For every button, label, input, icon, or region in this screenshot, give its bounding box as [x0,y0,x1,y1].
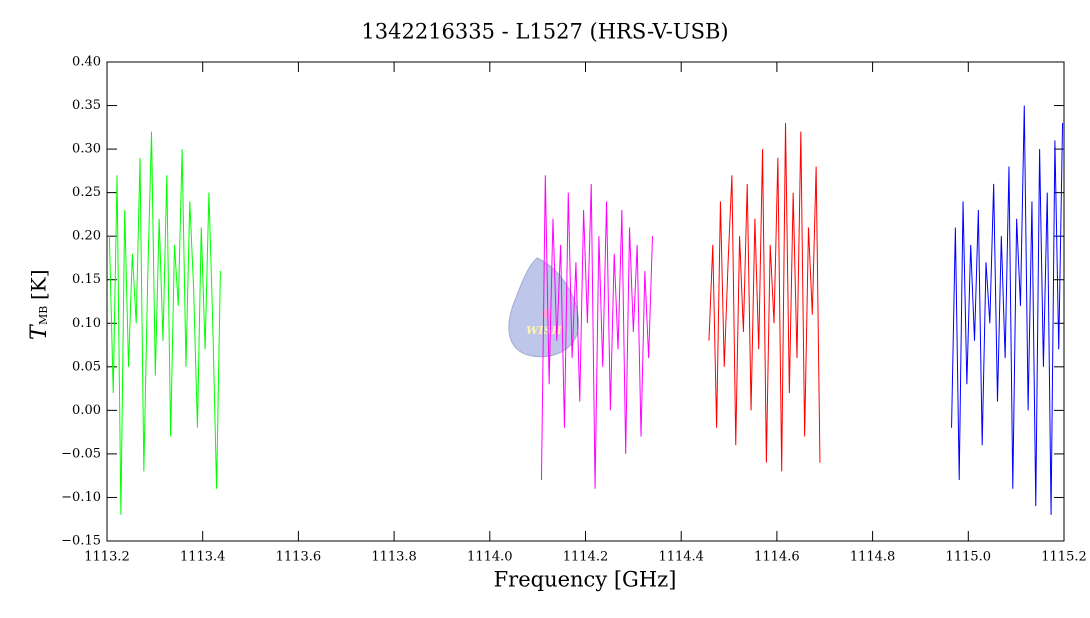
y-tick-label: 0.10 [72,316,101,331]
y-tick-label: 0.00 [72,403,101,418]
x-tick-label: 1113.8 [371,550,417,565]
x-tick-label: 1114.2 [563,550,609,565]
x-tick-label: 1114.8 [850,550,896,565]
spectrum-line [540,175,653,489]
y-label-unit: [K] [27,269,51,300]
x-tick-label: 1113.2 [84,550,130,565]
y-tick-label: 0.20 [72,229,101,244]
spectrum-line [108,131,221,515]
x-tick-label: 1114.4 [658,550,704,565]
y-label-symbol: T [27,323,52,340]
x-tick-label: 1115.2 [1041,550,1087,565]
spectrum-line [708,122,821,472]
y-tick-label: 0.25 [72,185,101,200]
logo-star [542,309,552,319]
x-tick-label: 1114.6 [754,550,800,565]
y-tick-label: −0.05 [61,446,101,461]
y-label-subscript: MB [37,306,50,325]
y-tick-label: 0.40 [72,55,101,70]
spectrum-line [951,105,1064,515]
plot-frame [106,61,1065,542]
y-tick-label: 0.30 [72,142,101,157]
x-tick-label: 1114.0 [467,550,513,565]
chart-title: 1342216335 - L1527 (HRS-V-USB) [361,20,728,44]
y-tick-label: −0.15 [61,534,101,549]
x-tick-label: 1115.0 [946,550,992,565]
y-tick-label: 0.15 [72,272,101,287]
y-tick-label: 0.05 [72,359,101,374]
x-tick-label: 1113.6 [276,550,322,565]
x-tick-label: 1113.4 [180,550,226,565]
y-tick-label: −0.10 [61,490,101,505]
watermark-text: WISH [526,324,562,337]
y-tick-label: 0.35 [72,98,101,113]
y-axis-label: T MB [K] [27,269,53,340]
x-axis-label: Frequency [GHz] [494,568,677,592]
